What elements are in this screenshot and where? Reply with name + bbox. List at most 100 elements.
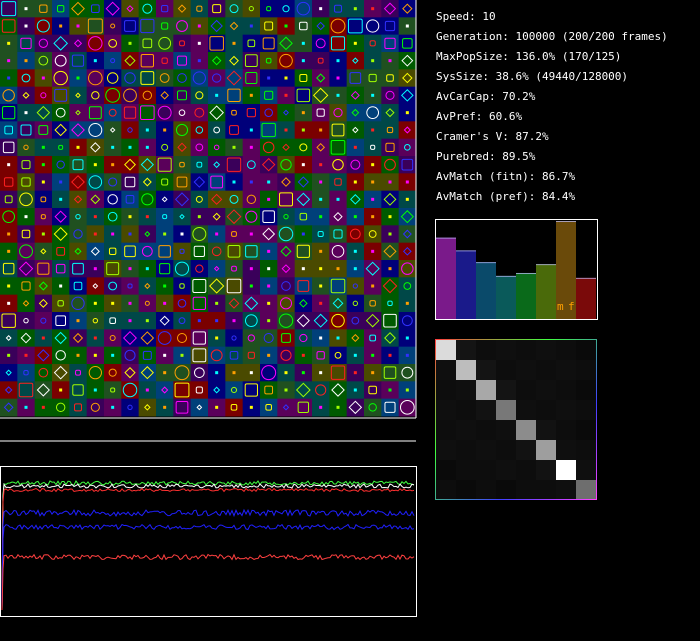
cell — [242, 34, 261, 53]
ring — [283, 214, 289, 220]
cell — [104, 364, 122, 382]
diamond — [332, 297, 344, 309]
dot — [163, 232, 167, 236]
square — [4, 195, 13, 204]
dot — [319, 7, 323, 11]
square — [401, 158, 414, 171]
diamond — [316, 73, 326, 83]
diamond — [3, 402, 14, 413]
ring — [366, 106, 380, 120]
dot — [371, 371, 375, 375]
dot — [249, 284, 253, 288]
square — [383, 313, 397, 328]
cell — [242, 329, 261, 348]
cell — [329, 364, 348, 382]
dot — [7, 301, 11, 305]
cell — [208, 277, 226, 296]
cell — [225, 0, 244, 18]
diamond — [144, 282, 151, 290]
ring — [157, 331, 172, 345]
cell — [86, 190, 105, 209]
cell — [138, 86, 157, 105]
ring — [315, 384, 327, 396]
dot — [371, 93, 375, 97]
cell — [260, 208, 278, 226]
diamond — [161, 386, 169, 394]
matrix-cell — [436, 360, 456, 380]
dot — [180, 232, 184, 236]
square — [330, 36, 346, 51]
dot — [249, 24, 253, 28]
matrix-cell — [556, 440, 576, 460]
cell — [260, 225, 278, 244]
dot — [267, 249, 271, 253]
stat-line: AvPref: 60.6% — [436, 110, 522, 123]
cell — [364, 312, 382, 330]
diamond — [105, 1, 120, 16]
ring — [38, 55, 49, 66]
diamond — [160, 91, 169, 100]
dot — [232, 145, 236, 149]
square — [58, 144, 64, 150]
ring — [263, 332, 274, 344]
cell — [364, 34, 382, 53]
cell — [69, 208, 88, 226]
ring — [331, 245, 345, 258]
cell — [86, 0, 105, 18]
cell — [381, 190, 400, 209]
square — [127, 283, 133, 289]
matrix-cell — [476, 340, 496, 360]
cell — [260, 34, 278, 53]
diamond — [211, 55, 222, 66]
cell — [156, 138, 174, 157]
cell — [329, 0, 348, 18]
dot — [388, 59, 392, 63]
dot — [388, 215, 392, 219]
cell — [381, 277, 400, 296]
diamond — [385, 108, 395, 118]
square — [74, 403, 82, 412]
ring — [105, 87, 121, 103]
diamond — [297, 176, 309, 188]
cell — [242, 69, 261, 88]
cell — [225, 156, 244, 174]
ring — [213, 144, 220, 151]
cell — [86, 398, 105, 417]
ring — [122, 382, 138, 398]
dot — [267, 197, 271, 201]
dot — [388, 267, 392, 271]
dot — [284, 93, 288, 97]
cell — [121, 52, 140, 70]
dot — [336, 76, 340, 80]
cell — [381, 294, 400, 313]
cell — [260, 17, 278, 36]
dot — [93, 267, 97, 271]
cell — [34, 381, 53, 400]
diamond — [177, 4, 187, 13]
pref-bar — [436, 237, 456, 319]
dot — [41, 145, 45, 149]
cell — [0, 0, 18, 18]
cell — [173, 329, 192, 348]
ring — [282, 5, 290, 13]
cell — [69, 121, 88, 140]
cell — [225, 52, 244, 70]
cell — [52, 52, 70, 70]
cell — [277, 34, 296, 53]
cell — [69, 52, 88, 70]
square — [385, 142, 395, 152]
cell — [364, 260, 382, 278]
square — [299, 212, 308, 221]
cell — [381, 0, 400, 18]
square — [262, 37, 275, 50]
diamond — [161, 196, 168, 203]
cell — [104, 104, 122, 122]
dot — [197, 319, 201, 323]
pref-bar — [456, 250, 476, 319]
cell — [34, 277, 53, 296]
cell — [225, 346, 244, 365]
cell — [312, 17, 330, 36]
square — [264, 21, 274, 31]
ring — [88, 36, 103, 51]
dot — [388, 180, 392, 184]
